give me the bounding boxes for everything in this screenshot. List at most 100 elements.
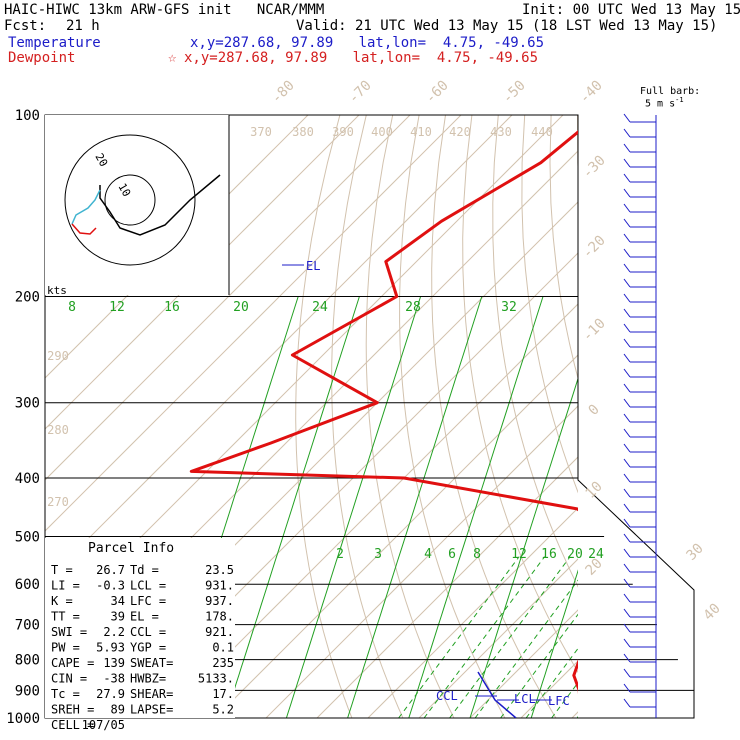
pressure-tick-label: 1000: [6, 711, 40, 727]
dry-adiabat-line: [295, 115, 353, 718]
parcel-info-key: T =: [51, 563, 73, 577]
wind-barb-flag: [623, 188, 631, 198]
wind-barb-flag: [623, 608, 631, 618]
pressure-tick-label: 900: [15, 683, 40, 699]
wind-barb-flag: [623, 218, 631, 228]
wind-barb-flag: [623, 128, 631, 138]
dry-adiabat-line: [331, 115, 404, 718]
parcel-info-value: 2.2: [103, 625, 125, 639]
wind-barb-flag: [623, 308, 631, 318]
theta-label: 430: [490, 125, 512, 139]
wind-barb-flag: [623, 278, 631, 288]
barb-legend-exponent: -1: [675, 96, 684, 104]
parcel-info-value: 5.93: [96, 641, 125, 655]
theta-label: 420: [449, 125, 471, 139]
wind-barb-flag: [623, 698, 631, 708]
parcel-info-key: Tc =: [51, 687, 80, 701]
parcel-info-value: 89: [111, 703, 125, 717]
wind-barb-flag: [623, 383, 631, 393]
mixing-ratio-label: 12: [109, 300, 125, 315]
forecast-hour: 21 h: [66, 18, 100, 34]
parcel-info-key: K =: [51, 594, 73, 608]
pressure-tick-label: 100: [15, 108, 40, 124]
parcel-info-value: 178.: [205, 610, 234, 624]
parcel-info-value: 5133.: [198, 672, 234, 686]
parcel-info-value: 34: [111, 594, 125, 608]
dry-adiabat-lines: [295, 115, 740, 718]
mixing-ratio-lower-label: 3: [374, 547, 382, 562]
parcel-info-key: EL =: [130, 610, 159, 624]
wind-barb-flag: [623, 203, 631, 213]
dry-adiabat-line: [710, 115, 740, 718]
parcel-info-key: CAPE =: [51, 656, 94, 670]
theta-label: 390: [332, 125, 354, 139]
lcl-label: LCL: [514, 692, 536, 706]
dewpoint-line: [189, 130, 578, 695]
mixing-ratio-label: 24: [312, 300, 328, 315]
isotherm-line: [45, 115, 411, 481]
parcel-info-key: SREH =: [51, 703, 94, 717]
wind-barb-flag: [623, 473, 631, 483]
parcel-info-key: CCL =: [130, 625, 166, 639]
parcel-info-box: Parcel Info T = 26.7 Td = 23.5 LI = -0.3 LCL = 9…: [45, 538, 235, 732]
parcel-info-value: 921.: [205, 625, 234, 639]
wind-barb-flag: [623, 578, 631, 588]
dry-adiabat-line: [736, 115, 740, 718]
pressure-tick-label: 600: [15, 577, 40, 593]
isotherm-label: 10: [583, 479, 606, 502]
parcel-info-value: -0.3: [96, 579, 125, 593]
temperature-coords: x,y=287.68, 97.89 lat,lon= 4.75, -49.65: [190, 35, 545, 51]
valid-time: Valid: 21 UTC Wed 13 May 15 (18 LST Wed …: [296, 18, 718, 34]
mixing-ratio-lower-label: 16: [541, 547, 557, 562]
isotherm-line: [469, 609, 578, 718]
wind-barb-flag: [623, 653, 631, 663]
wind-barb-flag: [623, 113, 631, 123]
parcel-info-value: 0.1: [212, 641, 234, 655]
parcel-info-value: 931.: [205, 579, 234, 593]
mixing-ratio-line: [469, 377, 578, 718]
temperature-line: [600, 115, 676, 718]
parcel-info-value: 235: [212, 656, 234, 670]
dry-adiabat-line: [657, 115, 740, 718]
hodograph-trace-cyan: [71, 189, 101, 225]
theta-side-label: 270: [47, 495, 69, 509]
mixing-ratio-label: 8: [68, 300, 76, 315]
lfc-label: LFC: [548, 694, 570, 708]
isotherm-label: 0: [586, 402, 603, 419]
isotherm-label: -20: [580, 233, 609, 262]
isotherm-line: [725, 115, 740, 718]
parcel-info-value: 107/05: [82, 718, 125, 732]
isotherm-line: [45, 115, 360, 430]
mixing-ratio-line: [654, 297, 740, 719]
wind-barb-flag: [623, 623, 631, 633]
barb-legend-unit: 5 m s: [645, 98, 676, 110]
mixing-ratio-lower-label: 2: [336, 547, 344, 562]
dewpoint-coords: x,y=287.68, 97.89 lat,lon= 4.75, -49.65: [184, 50, 539, 66]
parcel-info-key: SWI =: [51, 625, 87, 639]
mixing-ratio-lines: [163, 296, 740, 719]
pressure-tick-label: 200: [15, 290, 40, 306]
dry-adiabat-line: [521, 115, 578, 494]
dry-adiabat-line: [630, 115, 740, 718]
isotherm-line: [214, 354, 578, 718]
wind-barb-flag: [623, 638, 631, 648]
isotherm-label: -60: [423, 78, 452, 107]
parcel-info-value: 27.9: [96, 687, 125, 701]
hodograph-ring-label: 10: [115, 181, 133, 199]
parcel-info-key: PW =: [51, 641, 80, 655]
mixing-ratio-lower-label: 8: [473, 547, 481, 562]
wind-barb-flag: [623, 428, 631, 438]
theta-side-label: 290: [47, 349, 69, 363]
dewpoint-star-icon: ☆: [168, 50, 177, 66]
mixing-ratio-dashed-line: [423, 556, 546, 718]
wind-barb-flag: [623, 503, 631, 513]
isotherm-line: [367, 507, 578, 718]
dry-adiabat-line: [604, 115, 740, 718]
wind-barb-flag: [623, 548, 631, 558]
isotherm-line: [45, 115, 513, 583]
theta-label: 370: [250, 125, 272, 139]
parcel-info-key: SWEAT=: [130, 656, 173, 670]
mixing-ratio-label: 16: [164, 300, 180, 315]
mixing-ratio-line: [592, 297, 726, 719]
isotherm-label: -80: [269, 78, 298, 107]
